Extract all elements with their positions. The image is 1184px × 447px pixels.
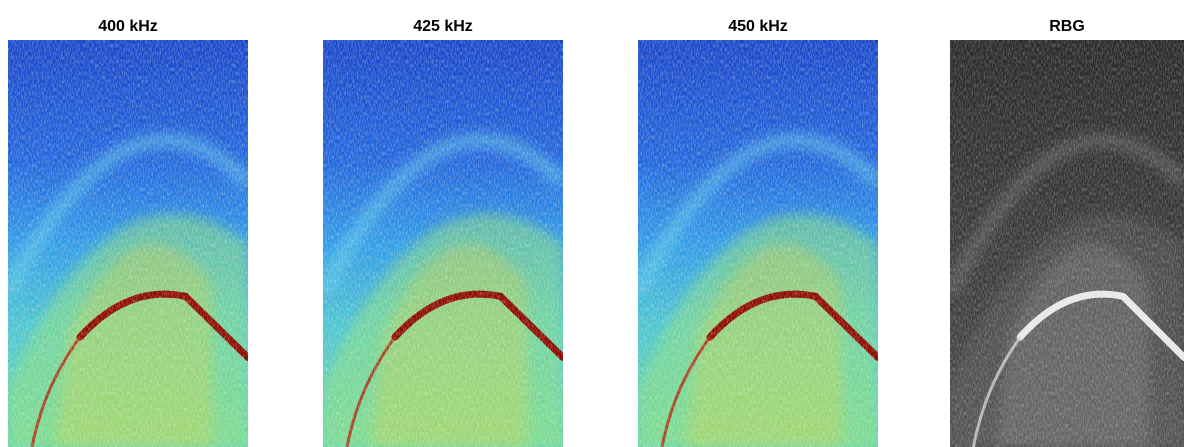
panel-title: 425 kHz bbox=[413, 18, 473, 35]
speckle-noise bbox=[638, 40, 878, 447]
speckle-noise bbox=[950, 40, 1184, 447]
speckle-noise bbox=[8, 40, 248, 447]
sonar-image bbox=[638, 40, 878, 447]
sonar-image bbox=[323, 40, 563, 447]
image-content bbox=[8, 40, 248, 447]
speckle-noise bbox=[323, 40, 563, 447]
panel-title: 450 kHz bbox=[728, 18, 788, 35]
image-content bbox=[638, 40, 878, 447]
image-content bbox=[323, 40, 563, 447]
sonar-image bbox=[8, 40, 248, 447]
panel-title: RBG bbox=[1049, 18, 1085, 35]
image-content bbox=[950, 40, 1184, 447]
sonar-image bbox=[950, 40, 1184, 447]
panel-title: 400 kHz bbox=[98, 18, 158, 35]
